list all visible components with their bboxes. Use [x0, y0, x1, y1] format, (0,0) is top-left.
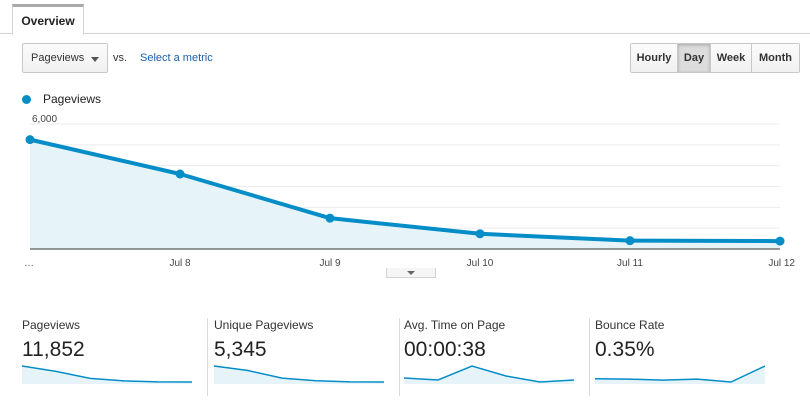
x-tick-label: Jul 11 — [617, 258, 643, 269]
sparkline — [595, 365, 765, 384]
metric-select-label: Pageviews — [31, 52, 85, 64]
scorecard-value: 0.35% — [595, 338, 655, 361]
scorecard-value: 5,345 — [214, 338, 267, 361]
x-tick-label: Jul 10 — [467, 258, 494, 269]
tab-bar: Overview — [0, 0, 810, 35]
scorecard-unique-pageviews[interactable]: Unique Pageviews 5,345 — [214, 318, 400, 396]
scorecard-label: Avg. Time on Page — [404, 318, 506, 332]
select-metric-link[interactable]: Select a metric — [140, 52, 213, 64]
chart-legend[interactable]: Pageviews — [22, 92, 101, 106]
divider — [589, 318, 590, 396]
vs-label: vs. — [113, 52, 128, 64]
x-tick-label: Jul 9 — [319, 258, 341, 269]
day-button[interactable]: Day — [678, 44, 711, 72]
scorecard-bounce-rate[interactable]: Bounce Rate 0.35% — [595, 318, 775, 396]
sparkline — [22, 365, 192, 384]
sparkline-area — [404, 366, 574, 384]
scorecard-label: Unique Pageviews — [214, 318, 314, 332]
granularity-toggle: Hourly Day Week Month — [630, 43, 800, 73]
scorecard-avg-time-on-page[interactable]: Avg. Time on Page 00:00:38 — [404, 318, 590, 396]
scorecard-label: Bounce Rate — [595, 318, 665, 332]
chevron-down-icon — [91, 57, 99, 62]
sparkline-area — [214, 366, 384, 384]
data-point — [25, 135, 35, 145]
sparkline-area — [22, 366, 192, 384]
hourly-button[interactable]: Hourly — [631, 44, 678, 72]
sparkline-line — [22, 365, 192, 383]
y-tick-label: 6,000 — [32, 114, 57, 125]
chevron-down-icon — [407, 270, 415, 275]
data-point — [625, 236, 635, 246]
chart-expander[interactable] — [386, 268, 436, 278]
sparkline-area — [595, 366, 765, 384]
sparkline-line — [595, 365, 765, 383]
data-point — [325, 213, 335, 223]
scorecard-pageviews[interactable]: Pageviews 11,852 — [22, 318, 208, 396]
sparkline-line — [404, 365, 574, 383]
data-point — [175, 169, 185, 179]
data-point — [475, 229, 485, 239]
legend-dot-icon — [22, 94, 31, 104]
scorecard-value: 00:00:38 — [404, 338, 486, 361]
legend-label: Pageviews — [43, 92, 102, 106]
month-button[interactable]: Month — [752, 44, 799, 72]
series-area — [30, 139, 780, 249]
x-tick-label: Jul 8 — [169, 258, 191, 269]
sparkline-line — [214, 365, 384, 383]
scorecards: Pageviews 11,852 Unique Pageviews 5,345 … — [22, 318, 780, 396]
scorecard-value: 11,852 — [22, 338, 85, 361]
sparkline — [404, 365, 574, 384]
scorecard-label: Pageviews — [22, 318, 81, 332]
data-point — [775, 236, 785, 246]
divider — [399, 318, 400, 396]
sparkline — [214, 365, 384, 384]
x-tick-label: Jul 12 — [768, 258, 795, 269]
week-button[interactable]: Week — [711, 44, 752, 72]
series-line — [29, 137, 781, 244]
x-tick-label: … — [24, 258, 34, 269]
divider — [207, 318, 208, 396]
metric-select[interactable]: Pageviews — [22, 43, 108, 73]
tab-overview[interactable]: Overview — [12, 4, 84, 35]
